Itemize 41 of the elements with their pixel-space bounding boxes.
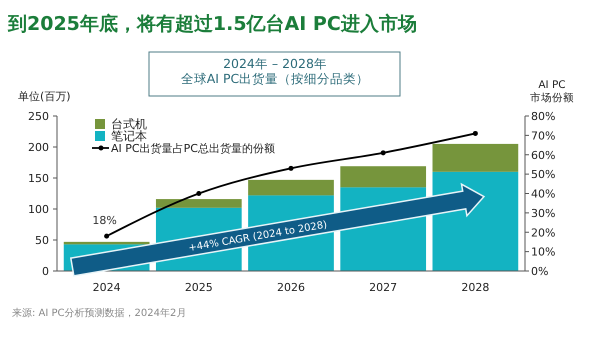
chart-title: 到2025年底，将有超过1.5亿台AI PC进入市场 (7, 13, 417, 35)
point (472, 130, 478, 136)
y2-tick-label: 10% (531, 246, 556, 259)
bar (340, 166, 426, 188)
x-tick-label: 2024 (92, 281, 121, 294)
y-tick-label: 250 (28, 110, 49, 123)
annotation: +44% CAGR (2024 to 2028) (188, 220, 328, 254)
y2-tick-label: 0% (531, 265, 548, 278)
y-tick-label: 200 (28, 141, 49, 154)
y2-tick-label: 20% (531, 226, 556, 240)
chart-subtitle: 2024年 – 2028年 (223, 56, 327, 71)
point (196, 191, 202, 196)
y2-axis-title: AI PC 市场份额 (530, 79, 574, 104)
y-tick-label: 50 (35, 234, 49, 247)
point (288, 166, 294, 171)
y-axis-title: 单位(百万) (18, 90, 71, 103)
y-tick-label: 100 (28, 203, 49, 216)
bar (156, 199, 242, 208)
y2-tick-label: 60% (531, 148, 556, 162)
y2-tick-label: 70% (531, 129, 556, 142)
legend-label: AI PC出货量占PC总出货量的份额 (111, 142, 275, 155)
legend-label: 笔记本 (111, 129, 147, 143)
y2-tick-label: 80% (531, 110, 556, 123)
y-tick-label: 150 (28, 172, 49, 185)
bar (248, 180, 334, 196)
legend-label: 台式机 (111, 117, 147, 131)
x-tick-label: 2026 (277, 281, 305, 294)
point (380, 150, 386, 156)
source-note: 来源: AI PC分析预测数据，2024年2月 (12, 307, 186, 319)
bar (432, 144, 518, 172)
point (104, 234, 110, 239)
data-label: 18% (92, 214, 117, 228)
y2-tick-label: 50% (531, 168, 556, 182)
x-tick-label: 2025 (184, 281, 213, 294)
x-tick-label: 2027 (369, 281, 398, 294)
y2-tick-label: 30% (531, 206, 556, 220)
x-tick-label: 2028 (461, 281, 490, 294)
text: 全球AI PC出货量（按细分品类） (180, 71, 370, 86)
y2-tick-label: 40% (531, 188, 556, 200)
y-tick-label: 0 (42, 265, 49, 278)
bar (64, 242, 150, 244)
